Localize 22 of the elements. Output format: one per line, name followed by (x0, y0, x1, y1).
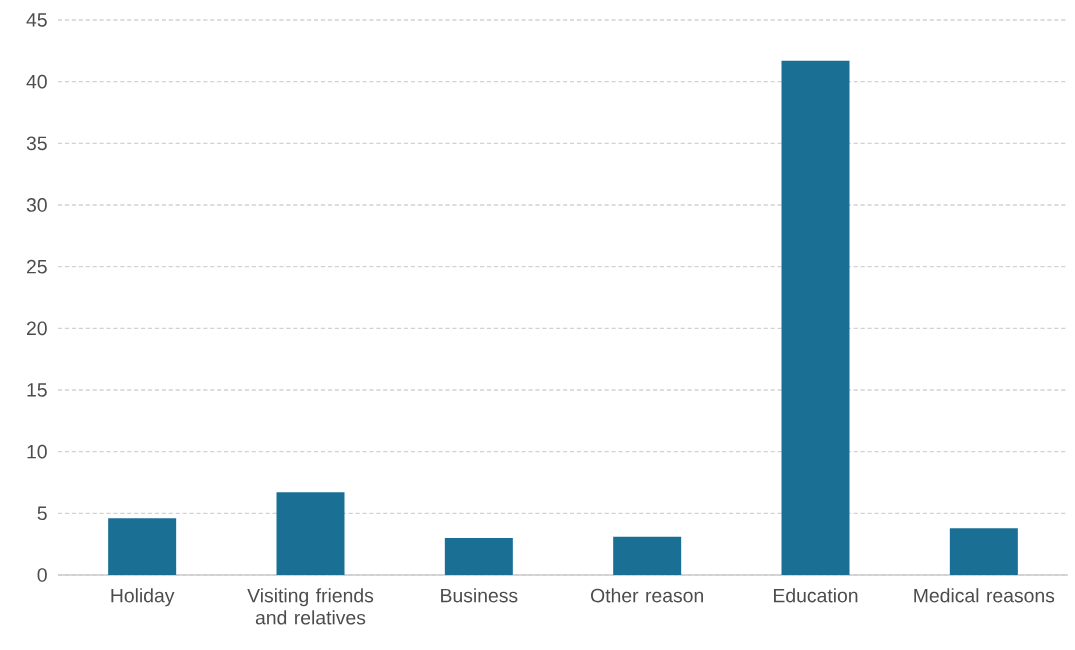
bar (276, 492, 345, 575)
y-tick-label: 20 (27, 321, 47, 336)
y-tick-label: 45 (26, 13, 47, 27)
x-tick-label: Medical reasons (914, 588, 1055, 603)
y-tick-label: 0 (37, 568, 47, 582)
bar (613, 536, 682, 575)
y-tick-label: 40 (26, 74, 47, 89)
x-tick-label: Holiday (111, 588, 175, 607)
bar (108, 518, 177, 575)
x-tick-label: Visiting friends and relatives (247, 588, 374, 625)
bar (781, 60, 850, 575)
x-tick-label: Education (774, 588, 858, 603)
y-tick-label: 5 (37, 506, 47, 521)
y-tick-label: 25 (27, 259, 47, 274)
y-tick-label: 15 (27, 383, 47, 397)
y-tick-label: 30 (26, 198, 47, 212)
x-tick-label: Business (441, 588, 518, 603)
bar (444, 538, 513, 575)
y-tick-label: 10 (27, 444, 47, 459)
x-tick-label: Other reason (591, 588, 703, 603)
bar (949, 528, 1018, 575)
y-tick-label: 35 (26, 136, 47, 151)
